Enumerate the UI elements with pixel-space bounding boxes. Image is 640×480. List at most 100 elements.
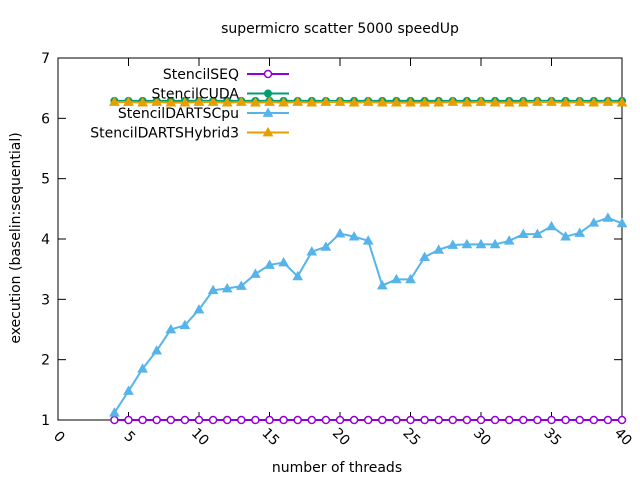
legend-entry: StencilDARTSCpu (118, 106, 289, 122)
data-point (489, 238, 501, 249)
x-axis-title: number of threads (272, 460, 402, 476)
y-tick-label: 6 (41, 111, 50, 127)
plot-series (109, 96, 628, 425)
y-tick-label: 4 (41, 232, 50, 248)
data-point (123, 385, 134, 395)
data-point (433, 244, 445, 254)
data-point (406, 415, 415, 425)
legend-label: StencilCUDA (152, 87, 240, 103)
legend-label: StencilSEQ (163, 67, 239, 83)
data-point (392, 415, 401, 425)
data-point (602, 96, 614, 106)
data-point (420, 415, 429, 425)
data-point (476, 415, 486, 425)
data-point (419, 97, 430, 107)
data-point (137, 363, 148, 373)
data-point (532, 228, 543, 239)
y-tick-label: 3 (41, 292, 50, 308)
data-point (207, 96, 219, 106)
legend-label: StencilDARTSCpu (118, 106, 239, 122)
data-point (222, 415, 232, 425)
data-point (363, 415, 373, 425)
data-point (448, 415, 458, 425)
data-point (207, 284, 219, 295)
data-point (560, 231, 571, 241)
data-point (348, 97, 360, 107)
data-point (124, 415, 133, 425)
data-point (362, 96, 374, 106)
data-point (546, 220, 557, 231)
y-tick-label: 7 (41, 51, 50, 67)
data-point (391, 97, 402, 107)
data-point (434, 415, 443, 425)
data-point (208, 415, 218, 425)
data-point (475, 238, 487, 249)
data-point (166, 415, 176, 425)
data-point (194, 415, 204, 425)
data-point (517, 228, 529, 239)
data-point (547, 415, 556, 425)
legend-marker (262, 126, 274, 137)
data-point (391, 273, 402, 284)
series-StencilDARTSCpu (109, 212, 628, 417)
legend-entry: StencilDARTSHybrid3 (90, 126, 289, 142)
data-point (221, 282, 233, 293)
series-StencilDARTSHybrid3 (109, 96, 628, 107)
data-point (179, 97, 191, 107)
data-point (279, 415, 288, 425)
data-point (617, 415, 627, 425)
data-point (378, 415, 387, 425)
data-point (348, 231, 360, 241)
legend-entry: StencilCUDA (152, 87, 289, 103)
data-point (616, 217, 628, 228)
data-point (251, 415, 260, 425)
data-point (517, 97, 529, 107)
data-point (616, 97, 628, 107)
data-point (405, 97, 416, 107)
data-point (306, 246, 318, 256)
data-point (320, 241, 332, 251)
data-point (250, 268, 261, 278)
data-point (334, 228, 346, 238)
data-point (307, 415, 317, 425)
data-point (475, 96, 487, 106)
data-point (165, 323, 177, 334)
data-point (532, 96, 543, 106)
legend-label: StencilDARTSHybrid3 (90, 126, 239, 142)
data-point (489, 97, 501, 107)
data-point (123, 96, 134, 106)
data-point (221, 97, 233, 107)
data-point (405, 273, 416, 284)
data-point (278, 257, 289, 267)
legend-marker (264, 89, 272, 98)
legend-marker (262, 107, 274, 117)
data-point (235, 96, 247, 106)
data-point (306, 97, 318, 107)
data-point (320, 96, 332, 106)
data-point (433, 97, 445, 107)
data-point (461, 238, 473, 249)
y-tick-label: 2 (41, 353, 50, 369)
y-tick-label: 5 (41, 172, 50, 188)
data-point (574, 227, 586, 237)
data-point (292, 270, 304, 281)
data-point (180, 415, 190, 425)
data-point (503, 235, 515, 245)
data-point (461, 97, 473, 107)
data-point (264, 259, 275, 269)
data-point (362, 235, 374, 245)
data-point (293, 415, 302, 425)
data-point (561, 415, 570, 425)
data-point (235, 280, 247, 290)
data-point (152, 415, 161, 425)
data-point (109, 407, 120, 417)
data-point (292, 96, 304, 106)
data-point (533, 415, 542, 425)
data-point (193, 304, 205, 314)
data-point (137, 97, 148, 107)
data-point (588, 217, 600, 227)
chart-title: supermicro scatter 5000 speedUp (221, 21, 459, 37)
data-point (376, 279, 388, 290)
data-point (589, 415, 599, 425)
